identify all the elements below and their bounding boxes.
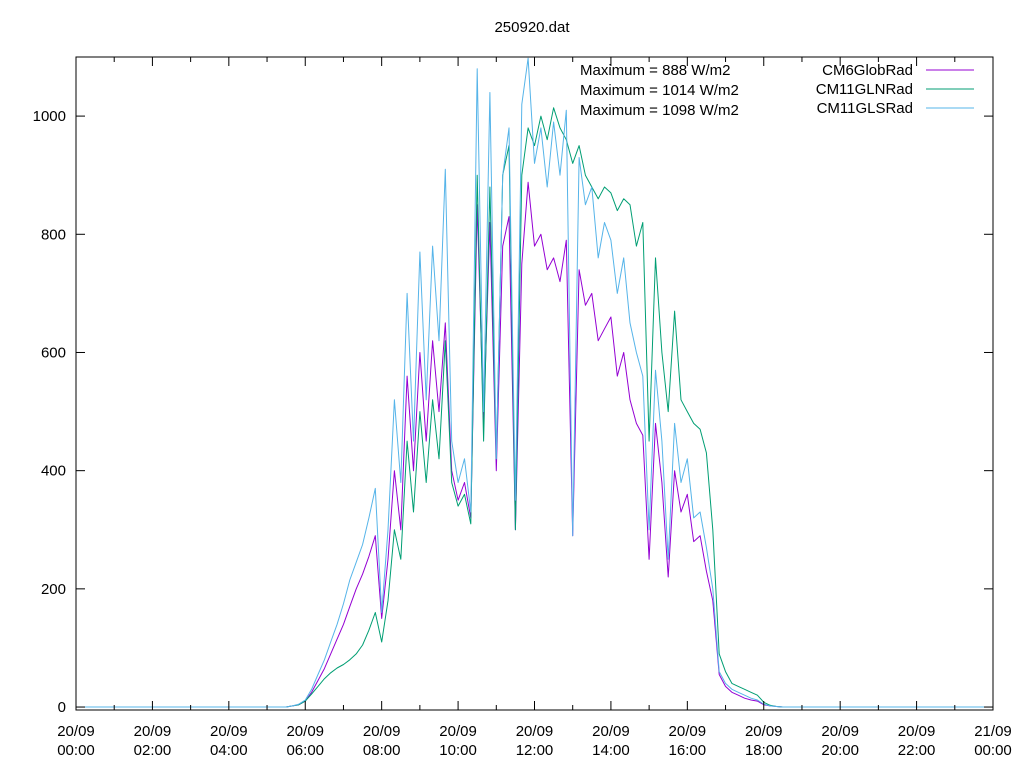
x-tick-label-time: 00:00: [974, 742, 1012, 759]
legend-label: CM11GLNRad: [816, 81, 913, 98]
x-tick-label-date: 20/09: [439, 723, 477, 740]
x-tick-label-date: 20/09: [592, 723, 630, 740]
annotation-max-1: Maximum = 888 W/m2: [580, 62, 730, 79]
y-tick-label: 400: [41, 463, 66, 480]
y-tick-label: 1000: [33, 108, 66, 125]
x-tick-label-date: 20/09: [210, 723, 248, 740]
x-tick-label-date: 21/09: [974, 723, 1012, 740]
x-tick-label-time: 06:00: [286, 742, 324, 759]
x-tick-label-time: 14:00: [592, 742, 630, 759]
x-tick-label-time: 00:00: [57, 742, 95, 759]
plot-frame: [75, 56, 994, 711]
x-tick-label-date: 20/09: [898, 723, 936, 740]
chart-title: 250920.dat: [494, 19, 570, 36]
x-tick-label-time: 02:00: [134, 742, 172, 759]
legend-label: CM11GLSRad: [817, 100, 913, 117]
series-line-cm11glsrad: [76, 57, 993, 708]
x-tick-label-time: 18:00: [745, 742, 783, 759]
x-tick-label-time: 16:00: [669, 742, 707, 759]
y-tick-label: 600: [41, 344, 66, 361]
x-tick-label-date: 20/09: [516, 723, 554, 740]
series-layer: [76, 57, 993, 708]
y-tick-label: 0: [58, 699, 66, 716]
annotation-max-3: Maximum = 1098 W/m2: [580, 102, 739, 119]
x-tick-label-time: 10:00: [439, 742, 477, 759]
series-line-cm6globrad: [76, 181, 993, 708]
legend: CM6GlobRad CM11GLNRad CM11GLSRad: [816, 62, 974, 117]
x-tick-label-date: 20/09: [821, 723, 859, 740]
x-tick-label-date: 20/09: [57, 723, 95, 740]
series-line-cm11glnrad: [76, 107, 993, 708]
legend-label: CM6GlobRad: [822, 62, 913, 79]
y-tick-label: 200: [41, 581, 66, 598]
x-tick-label-time: 20:00: [821, 742, 859, 759]
x-tick-label-date: 20/09: [286, 723, 324, 740]
x-tick-label-time: 12:00: [516, 742, 554, 759]
y-tick-label: 800: [41, 226, 66, 243]
max-annotations: Maximum = 888 W/m2 Maximum = 1014 W/m2 M…: [580, 62, 739, 119]
x-tick-label-date: 20/09: [669, 723, 707, 740]
x-tick-label-time: 04:00: [210, 742, 248, 759]
x-tick-label-date: 20/09: [134, 723, 172, 740]
x-tick-label-date: 20/09: [363, 723, 401, 740]
x-tick-label-time: 08:00: [363, 742, 401, 759]
x-tick-label-time: 22:00: [898, 742, 936, 759]
annotation-max-2: Maximum = 1014 W/m2: [580, 82, 739, 99]
axis-ticks: 0 200 400 600 800 1000 20/09 00:00 20/09 02:00 20/…: [33, 57, 1012, 759]
x-tick-label-date: 20/09: [745, 723, 783, 740]
